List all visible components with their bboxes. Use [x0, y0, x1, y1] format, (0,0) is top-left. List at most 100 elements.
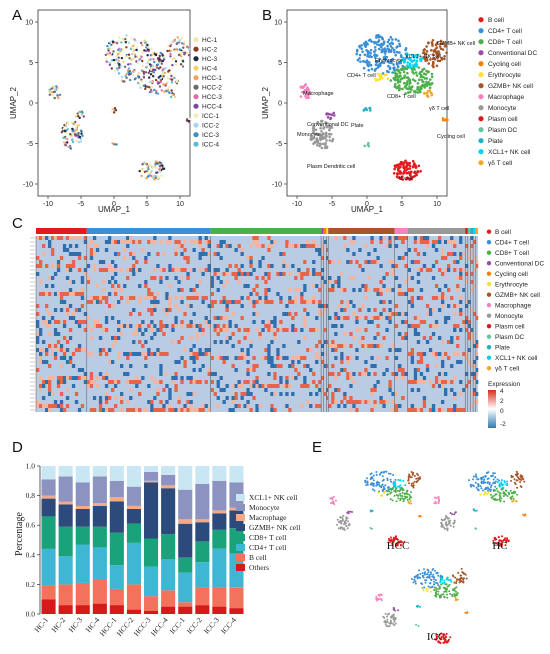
- panel-c-heat-cell: [56, 260, 61, 264]
- panel-c-heat-cell: [467, 300, 471, 304]
- panel-a-ytick-label: -5: [27, 141, 33, 148]
- panel-c-heat-cell: [83, 256, 88, 260]
- panel-a-point: [173, 95, 177, 99]
- panel-c-heat-cell: [444, 256, 448, 260]
- panel-a-point: [125, 46, 128, 49]
- panel-c-heat-cell: [349, 356, 353, 360]
- panel-d-bar-segment: [178, 602, 193, 607]
- panel-a-point: [158, 58, 161, 61]
- panel-c-heat-cell: [315, 360, 319, 364]
- panel-c-heat-cell: [207, 240, 211, 244]
- panel-c-heat-cell: [62, 356, 67, 360]
- panel-e-point: [479, 477, 482, 480]
- panel-e-point: [489, 493, 492, 496]
- panel-c-heat-cell: [441, 300, 445, 304]
- panel-e-point: [426, 568, 429, 571]
- panel-b-point: [413, 174, 417, 177]
- panel-c-heat-cell: [349, 344, 353, 348]
- panel-e-point: [445, 524, 448, 527]
- panel-c-heat-cell: [92, 264, 97, 268]
- panel-c-heat-cell: [156, 264, 160, 268]
- panel-c-legend-swatch: [486, 345, 492, 350]
- panel-c-heat-cell: [394, 404, 399, 408]
- panel-c-heat-cell: [138, 392, 142, 396]
- panel-e-point: [375, 595, 378, 598]
- panel-c-heat-cell: [267, 264, 271, 268]
- panel-c-heat-cell: [294, 296, 298, 300]
- panel-c-legend-swatch: [486, 240, 492, 245]
- panel-e-point: [453, 519, 456, 522]
- panel-c-heat-cell: [162, 308, 166, 312]
- panel-c-heat-cell: [410, 288, 414, 292]
- panel-c-heat-cell: [246, 352, 250, 356]
- panel-c-heat-cell: [180, 320, 184, 324]
- panel-c-heat-cell: [364, 296, 368, 300]
- panel-c-heat-cell: [364, 372, 368, 376]
- panel-c-legend-label: XCL1+ NK cell: [495, 355, 538, 362]
- panel-a-point: [67, 122, 70, 126]
- panel-b-point: [428, 89, 432, 92]
- panel-b-point: [415, 61, 418, 65]
- panel-c-heat-cell: [186, 272, 190, 276]
- panel-c-heat-cell: [249, 384, 253, 388]
- panel-c-heat-cell: [300, 276, 304, 280]
- panel-c-heat-cell: [39, 360, 43, 364]
- panel-b-point: [387, 50, 391, 54]
- panel-c-heat-cell: [370, 356, 374, 360]
- panel-c-heat-cell: [315, 248, 319, 252]
- panel-c-heat-cell: [156, 252, 160, 256]
- panel-a-ytick-label: 5: [29, 60, 33, 67]
- panel-e-point: [442, 526, 445, 529]
- panel-c-heat-cell: [473, 344, 477, 348]
- panel-c-heat-cell: [376, 332, 380, 336]
- panel-b-point: [421, 68, 425, 71]
- panel-c-heat-cell: [453, 260, 457, 264]
- panel-c-heat-cell: [453, 240, 457, 244]
- panel-c-heat-cell: [370, 392, 374, 396]
- panel-e-point: [452, 525, 455, 528]
- panel-c-heat-cell: [431, 324, 436, 328]
- panel-d-bar-segment: [212, 513, 227, 530]
- panel-c-heat-cell: [352, 252, 356, 256]
- panel-d-bar-segment: [41, 585, 56, 600]
- panel-b-point: [430, 41, 434, 44]
- panel-d-bar-segment: [195, 483, 210, 520]
- panel-c-heat-cell: [156, 408, 160, 412]
- panel-a-point: [50, 91, 53, 94]
- panel-c-heat-cell: [95, 324, 100, 328]
- panel-e-point: [369, 509, 372, 512]
- panel-c-heat-cell: [162, 352, 166, 356]
- panel-a-point: [149, 58, 152, 61]
- panel-e-point: [392, 484, 395, 487]
- panel-c-heat-cell: [459, 252, 463, 256]
- panel-c-heat-cell: [201, 300, 205, 304]
- panel-c-heat-cell: [441, 252, 445, 256]
- panel-c-heat-cell: [391, 264, 395, 268]
- panel-c-heat-cell: [397, 292, 402, 296]
- panel-a-point: [115, 67, 119, 70]
- panel-b-point: [361, 50, 364, 53]
- panel-a-point: [64, 144, 68, 147]
- panel-c-heat-cell: [117, 352, 121, 356]
- panel-b-point: [431, 57, 435, 60]
- panel-b-point: [330, 126, 334, 129]
- panel-c-heat-cell: [80, 288, 85, 292]
- panel-d-legend-swatch: [236, 544, 245, 551]
- panel-c-heat-cell: [108, 280, 112, 284]
- panel-e-point: [442, 641, 445, 644]
- panel-c-heat-cell: [364, 368, 368, 372]
- panel-b-point: [370, 67, 374, 71]
- panel-c-heat-cell: [189, 352, 193, 356]
- panel-e-point: [498, 498, 501, 501]
- panel-c-heat-cell: [65, 360, 70, 364]
- panel-c-heat-cell: [183, 240, 187, 244]
- panel-c-heat-cell: [198, 352, 202, 356]
- panel-a-point: [176, 36, 179, 39]
- panel-c-heat-cell: [473, 364, 477, 368]
- panel-b-point: [400, 161, 404, 165]
- panel-c-heat-cell: [162, 408, 166, 412]
- panel-d-legend-swatch: [236, 534, 245, 541]
- panel-b-point: [377, 34, 380, 37]
- panel-e-point: [421, 572, 424, 574]
- panel-e-point: [435, 593, 438, 596]
